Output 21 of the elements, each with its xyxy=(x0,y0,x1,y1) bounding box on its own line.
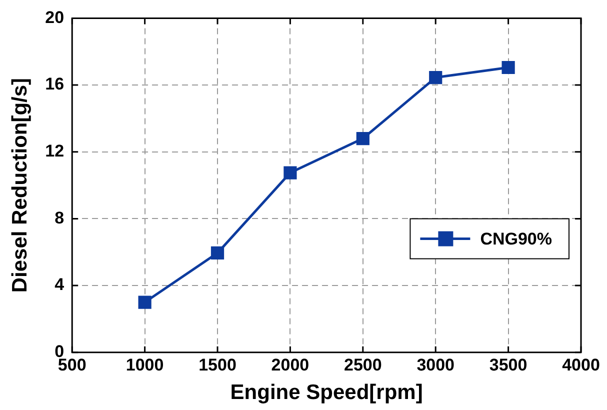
point xyxy=(138,296,152,309)
point xyxy=(502,60,515,74)
x-tick-label: 3500 xyxy=(489,355,528,374)
point xyxy=(429,70,442,84)
y-tick-label: 4 xyxy=(54,275,65,294)
x-tick-label: 4000 xyxy=(562,355,600,374)
x-tick-label: 2000 xyxy=(271,355,310,374)
point xyxy=(356,132,370,146)
y-tick-label: 16 xyxy=(45,74,64,94)
x-tick-label: 1500 xyxy=(198,355,236,374)
y-tick-label: 12 xyxy=(45,142,64,161)
x-tick-label: 3000 xyxy=(416,355,455,374)
x-axis-title: Engine Speed[rpm] xyxy=(230,381,423,404)
y-axis-title: Diesel Reduction[g/s] xyxy=(8,78,32,293)
point xyxy=(284,166,297,180)
x-tick-label: 1000 xyxy=(126,355,164,374)
y-tick-label: 8 xyxy=(54,208,64,228)
legend-label: CNG90% xyxy=(480,229,552,248)
point xyxy=(210,246,224,260)
y-tick-label: 20 xyxy=(45,8,64,27)
x-tick-label: 2500 xyxy=(344,355,382,374)
